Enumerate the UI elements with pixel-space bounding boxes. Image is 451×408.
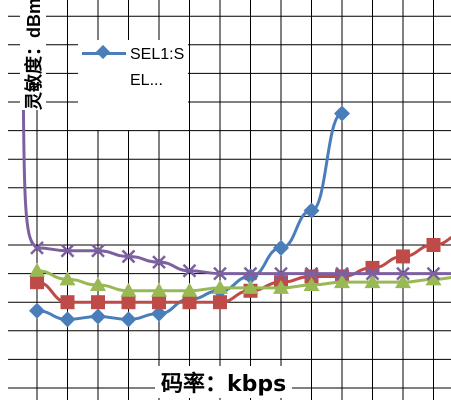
series-3 xyxy=(29,262,451,297)
data-point xyxy=(29,262,45,277)
data-point xyxy=(243,266,258,281)
data-point xyxy=(213,266,227,281)
data-point xyxy=(152,255,166,270)
data-point xyxy=(213,295,227,310)
data-point xyxy=(121,249,136,264)
data-point xyxy=(30,275,44,290)
data-point xyxy=(152,295,166,310)
data-point xyxy=(29,302,45,319)
data-point xyxy=(304,266,319,281)
data-point xyxy=(91,295,105,310)
data-point xyxy=(59,311,76,328)
data-point xyxy=(334,274,350,289)
data-point xyxy=(90,277,106,292)
data-point xyxy=(91,243,105,258)
data-point xyxy=(334,105,350,122)
legend: SEL1:SEL... xyxy=(78,40,188,130)
data-point xyxy=(396,266,410,281)
data-point xyxy=(335,266,349,281)
data-point xyxy=(151,282,167,297)
legend-diamond-icon xyxy=(95,44,111,60)
y-axis-label: 灵敏度：dBm xyxy=(20,0,46,110)
data-point xyxy=(212,279,228,294)
data-point xyxy=(60,243,75,258)
data-point xyxy=(395,274,411,289)
data-point xyxy=(90,308,106,325)
data-point xyxy=(303,202,320,219)
data-point xyxy=(182,263,197,278)
series-4 xyxy=(21,0,451,281)
series-2 xyxy=(30,235,451,310)
data-point xyxy=(365,266,380,281)
data-point xyxy=(120,311,137,328)
data-point xyxy=(242,279,259,294)
x-axis-label: 码率：kbps xyxy=(155,366,293,398)
data-point xyxy=(396,249,410,264)
series-line xyxy=(36,269,451,293)
series-layer xyxy=(21,0,451,328)
data-point xyxy=(425,271,442,286)
data-point xyxy=(273,279,289,294)
data-point xyxy=(274,266,288,281)
data-point xyxy=(303,277,320,292)
data-point xyxy=(182,295,197,310)
data-point xyxy=(60,295,75,310)
data-point xyxy=(30,240,44,255)
data-point xyxy=(120,282,137,297)
data-point xyxy=(273,239,289,256)
data-point xyxy=(181,282,198,297)
data-point xyxy=(364,274,381,289)
data-point xyxy=(59,271,76,286)
data-point xyxy=(121,295,136,310)
legend-label: SEL1:SEL... xyxy=(130,46,185,89)
data-point xyxy=(426,266,441,281)
grid xyxy=(8,0,451,400)
data-point xyxy=(426,238,441,252)
data-point xyxy=(151,305,167,322)
